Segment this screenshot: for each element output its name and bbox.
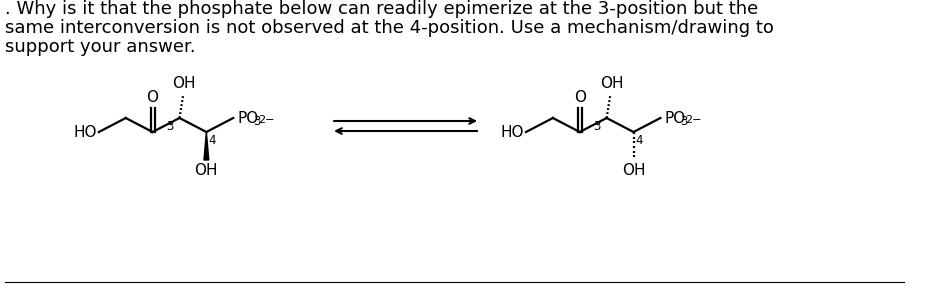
Text: 3: 3	[593, 120, 601, 133]
Text: 3: 3	[166, 120, 173, 133]
Text: O: O	[147, 90, 158, 105]
Text: PO: PO	[237, 111, 259, 126]
Text: OH: OH	[600, 76, 623, 91]
Text: OH: OH	[194, 163, 218, 178]
Text: . Why is it that the phosphate below can readily epimerize at the 3-position but: . Why is it that the phosphate below can…	[5, 0, 758, 18]
Text: 4: 4	[635, 134, 643, 147]
Polygon shape	[204, 132, 209, 160]
Text: 2−: 2−	[685, 115, 702, 125]
Text: 2−: 2−	[258, 115, 275, 125]
Text: OH: OH	[622, 163, 646, 178]
Text: PO: PO	[665, 111, 685, 126]
Text: support your answer.: support your answer.	[5, 38, 195, 56]
Text: O: O	[574, 90, 586, 105]
Text: HO: HO	[501, 124, 524, 139]
Text: 3: 3	[253, 114, 261, 128]
Text: same interconversion is not observed at the 4-position. Use a mechanism/drawing : same interconversion is not observed at …	[5, 19, 774, 37]
Text: 3: 3	[681, 114, 688, 128]
Text: HO: HO	[73, 124, 97, 139]
Text: OH: OH	[173, 76, 196, 91]
Text: 4: 4	[209, 134, 216, 147]
